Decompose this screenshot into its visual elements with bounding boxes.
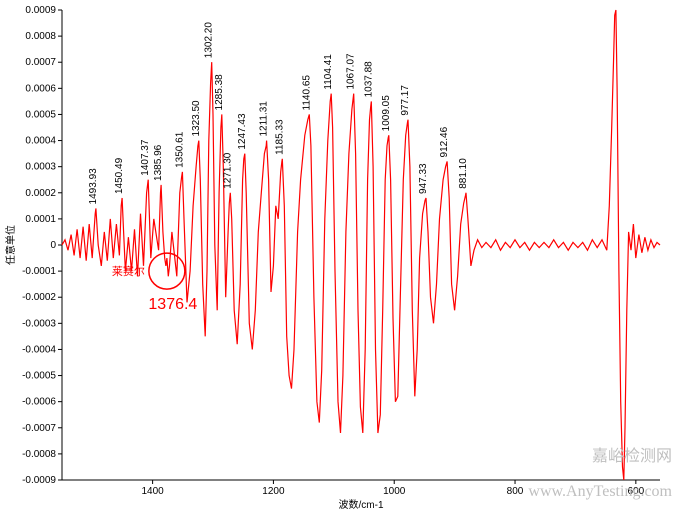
svg-text:-0.0005: -0.0005 (22, 371, 56, 382)
svg-text:1376.4: 1376.4 (148, 296, 197, 313)
svg-text:1302.20: 1302.20 (204, 22, 215, 59)
svg-text:0.0003: 0.0003 (25, 162, 56, 173)
svg-text:1037.88: 1037.88 (363, 61, 374, 98)
svg-text:-0.0006: -0.0006 (22, 397, 56, 408)
watermark-line1: 嘉峪检测网 (592, 448, 672, 465)
svg-text:1200: 1200 (262, 486, 285, 497)
svg-text:1323.50: 1323.50 (191, 100, 202, 137)
svg-text:-0.0007: -0.0007 (22, 423, 56, 434)
svg-text:0.0001: 0.0001 (25, 214, 56, 225)
svg-text:0.0009: 0.0009 (25, 5, 56, 16)
svg-text:1009.05: 1009.05 (381, 95, 392, 132)
svg-text:-0.0002: -0.0002 (22, 292, 56, 303)
svg-text:0.0008: 0.0008 (25, 31, 56, 42)
svg-text:-0.0008: -0.0008 (22, 449, 56, 460)
svg-text:1000: 1000 (383, 486, 406, 497)
svg-text:-0.0004: -0.0004 (22, 344, 56, 355)
svg-text:-0.0001: -0.0001 (22, 266, 56, 277)
svg-text:1067.07: 1067.07 (346, 53, 357, 90)
svg-text:0: 0 (50, 240, 56, 251)
svg-text:1185.33: 1185.33 (274, 119, 285, 155)
svg-text:任意单位: 任意单位 (4, 225, 17, 265)
svg-text:1400: 1400 (141, 486, 164, 497)
svg-text:0.0005: 0.0005 (25, 109, 56, 120)
watermark-line2: www.AnyTesting.com (528, 483, 672, 500)
watermark: 嘉峪检测网 www.AnyTesting.com (512, 430, 672, 518)
svg-text:881.10: 881.10 (458, 158, 469, 189)
chart-container: -0.0009 -0.0008 -0.0007 -0.0006 -0.0005 -0.00… (0, 0, 680, 522)
svg-text:1385.96: 1385.96 (153, 144, 164, 181)
svg-text:波数/cm-1: 波数/cm-1 (339, 498, 384, 511)
svg-text:977.17: 977.17 (400, 85, 411, 116)
svg-text:0.0002: 0.0002 (25, 188, 56, 199)
svg-text:0.0007: 0.0007 (25, 57, 56, 68)
svg-text:947.33: 947.33 (418, 163, 429, 194)
svg-text:1350.61: 1350.61 (174, 131, 185, 168)
svg-text:0.0006: 0.0006 (25, 83, 56, 94)
svg-text:0.0004: 0.0004 (25, 136, 56, 147)
svg-text:-0.0003: -0.0003 (22, 318, 56, 329)
svg-text:1271.30: 1271.30 (222, 152, 233, 189)
svg-text:1247.43: 1247.43 (237, 113, 248, 150)
svg-text:1211.31: 1211.31 (259, 101, 270, 137)
svg-text:莱赛尔: 莱赛尔 (112, 264, 145, 278)
svg-text:1407.37: 1407.37 (140, 139, 151, 176)
svg-text:1140.65: 1140.65 (301, 75, 312, 111)
svg-text:1493.93: 1493.93 (88, 168, 99, 205)
svg-text:-0.0009: -0.0009 (22, 475, 56, 486)
svg-text:912.46: 912.46 (439, 126, 450, 157)
svg-text:1450.49: 1450.49 (114, 157, 125, 194)
svg-text:1104.41: 1104.41 (323, 54, 334, 90)
svg-text:1285.38: 1285.38 (214, 74, 225, 111)
